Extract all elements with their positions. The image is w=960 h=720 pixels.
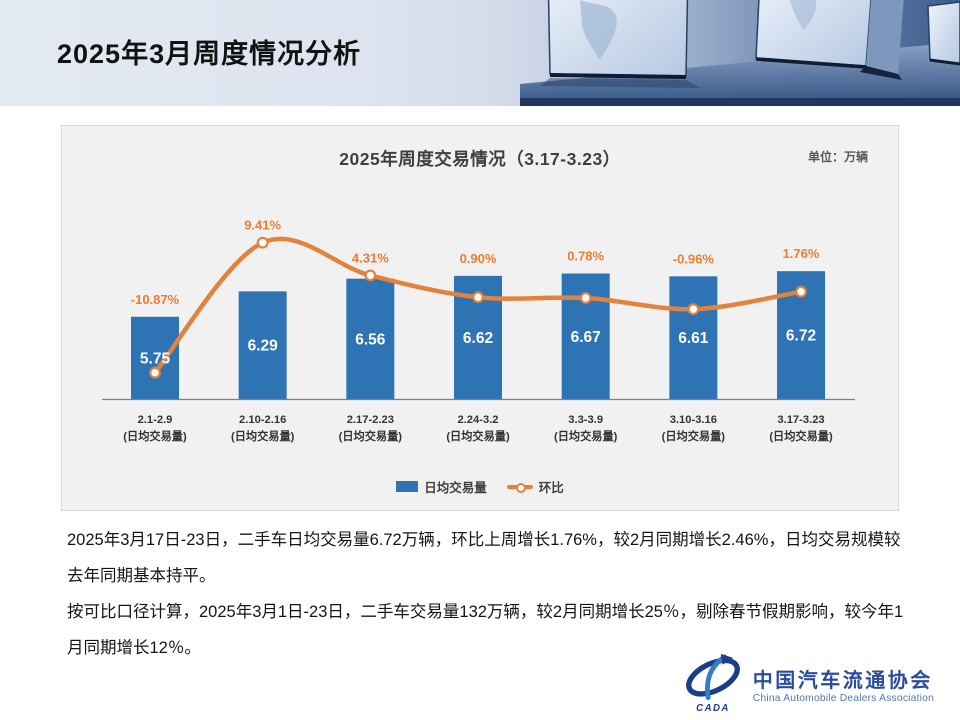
unit-label: 单位：万辆 — [807, 150, 868, 164]
x-axis-sublabel: (日均交易量) — [231, 429, 295, 443]
bar-2.10-2.16 — [238, 291, 287, 399]
x-axis-sublabel: (日均交易量) — [769, 429, 833, 443]
cada-emblem-icon: CADA — [685, 654, 740, 714]
bar-value-label: 6.29 — [248, 338, 279, 355]
x-axis-label: 2.1-2.9 — [138, 414, 173, 426]
line-marker-2.1-2.9 — [149, 366, 161, 379]
bar-value-label: 6.56 — [355, 331, 386, 348]
x-axis-label: 3.10-3.16 — [670, 414, 717, 426]
line-marker-3.17-3.23 — [795, 285, 807, 298]
line-marker-2.17-2.23 — [364, 269, 377, 282]
chart-title: 2025年周度交易情况（3.17-3.23） — [339, 149, 621, 169]
pct-label: -10.87% — [131, 292, 180, 307]
legend-bar-label: 日均交易量 — [424, 481, 487, 495]
cubes-decoration-icon — [520, 0, 960, 106]
legend-item-line: 环比 — [506, 477, 564, 496]
x-axis-label: 3.17-3.23 — [777, 414, 824, 426]
line-marker-2.10-2.16 — [256, 236, 269, 249]
chart-legend: 日均交易量 环比 — [62, 477, 898, 496]
analysis-text: 2025年3月17日-23日，二手车日均交易量6.72万辆，环比上周增长1.76… — [67, 522, 905, 666]
pct-label: 0.78% — [567, 249, 604, 264]
bar-2.17-2.23 — [346, 278, 395, 399]
x-axis-sublabel: (日均交易量) — [339, 429, 403, 443]
page-title: 2025年3月周度情况分析 — [57, 39, 362, 69]
cada-logo: CADA 中国汽车流通协会 China Automobile Dealers A… — [681, 654, 934, 714]
pct-label: 0.90% — [460, 251, 497, 266]
x-axis-sublabel: (日均交易量) — [123, 429, 187, 443]
weekly-trade-chart: 5.75 -10.87% 2.1-2.9 (日均交易量) 6.29 9.41% 2.10-2… — [102, 218, 855, 443]
paragraph-month-summary: 按可比口径计算，2025年3月1日-23日，二手车交易量132万辆，较2月同期增… — [67, 603, 904, 657]
bar-value-label: 6.72 — [786, 328, 816, 345]
slide-header: 2025年3月周度情况分析 — [0, 0, 960, 106]
pct-label: -0.96% — [673, 251, 715, 266]
logo-text: 中国汽车流通协会 China Automobile Dealers Associ… — [753, 664, 934, 704]
legend-item-bar: 日均交易量 — [396, 477, 487, 496]
x-axis-sublabel: (日均交易量) — [662, 429, 726, 443]
pct-label: 1.76% — [783, 246, 820, 261]
bar-value-label: 6.62 — [463, 330, 493, 347]
bar-3.10-3.16 — [669, 276, 718, 399]
legend-line-label: 环比 — [538, 481, 564, 495]
bar-value-label: 5.75 — [140, 350, 171, 367]
x-axis-label: 2.24-3.2 — [457, 414, 498, 426]
x-axis-sublabel: (日均交易量) — [446, 429, 510, 443]
chart-panel: 2025年周度交易情况（3.17-3.23） 单位：万辆 5.75 -10.87%… — [61, 125, 899, 511]
paragraph-week-summary: 2025年3月17日-23日，二手车日均交易量6.72万辆，环比上周增长1.76… — [67, 531, 901, 585]
logo-cn-text: 中国汽车流通协会 — [752, 670, 933, 692]
x-axis-label: 2.10-2.16 — [239, 414, 286, 426]
logo-acronym: CADA — [696, 703, 730, 714]
bar-value-label: 6.61 — [678, 330, 709, 347]
pct-label: 9.41% — [244, 218, 281, 233]
line-marker-3.10-3.16 — [687, 303, 700, 316]
pct-label: 4.31% — [352, 250, 389, 265]
x-axis-label: 3.3-3.9 — [568, 414, 603, 426]
line-series-swatch-icon — [506, 482, 533, 493]
bar-series-swatch-icon — [396, 481, 419, 492]
line-marker-3.3-3.9 — [579, 292, 592, 304]
bar-value-label: 6.67 — [571, 329, 601, 346]
bar-2.1-2.9 — [131, 316, 179, 399]
x-axis-label: 2.17-2.23 — [347, 414, 394, 426]
line-marker-2.24-3.2 — [472, 291, 484, 304]
x-axis-sublabel: (日均交易量) — [554, 429, 618, 443]
logo-en-text: China Automobile Dealers Association — [752, 693, 934, 704]
